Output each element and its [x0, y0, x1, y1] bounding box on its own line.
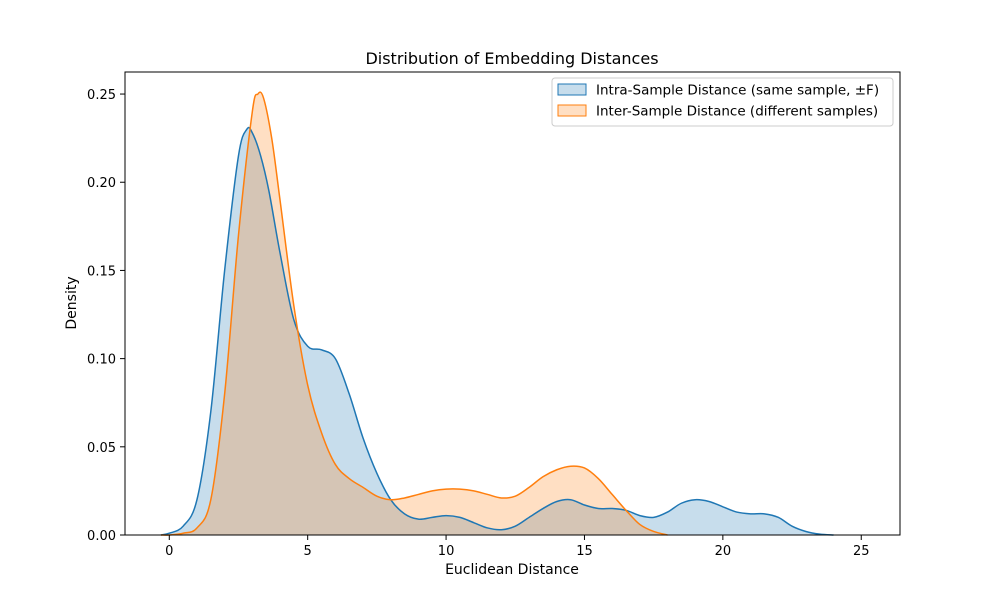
x-tick-label: 20: [715, 544, 732, 559]
x-tick-label: 25: [853, 544, 870, 559]
x-tick-label: 5: [304, 544, 312, 559]
legend-frame: [551, 77, 894, 127]
x-tick-label: 0: [165, 544, 173, 559]
y-tick-label: 0.25: [87, 88, 116, 103]
y-tick-label: 0.15: [87, 264, 116, 279]
legend-swatch: [557, 83, 587, 96]
x-tick-label: 15: [576, 544, 593, 559]
series-0-area: [160, 127, 834, 536]
plot-area-frame: [124, 71, 901, 536]
y-tick-label: 0.10: [87, 353, 116, 368]
legend: Intra-Sample Distance (same sample, ±F) I…: [551, 77, 894, 127]
y-axis-label: Density: [64, 276, 80, 329]
y-tick-label: 0.20: [87, 176, 116, 191]
series-1-area: [160, 92, 668, 536]
series-1-line: [160, 91, 668, 536]
x-axis-label: Euclidean Distance: [445, 562, 579, 578]
legend-swatch: [557, 104, 587, 117]
series-layer: [160, 91, 834, 536]
chart-title: Distribution of Embedding Distances: [365, 49, 658, 68]
legend-label: Inter-Sample Distance (different samples…: [596, 104, 878, 120]
x-axis: 0 5 10 15 20 25: [165, 535, 870, 559]
y-tick-label: 0.05: [87, 441, 116, 456]
y-axis: 0.00 0.05 0.10 0.15 0.20 0.25: [87, 88, 125, 544]
x-tick-label: 10: [438, 544, 455, 559]
series-0-line: [160, 126, 834, 536]
y-tick-label: 0.00: [87, 529, 116, 544]
legend-label: Intra-Sample Distance (same sample, ±F): [596, 83, 879, 99]
